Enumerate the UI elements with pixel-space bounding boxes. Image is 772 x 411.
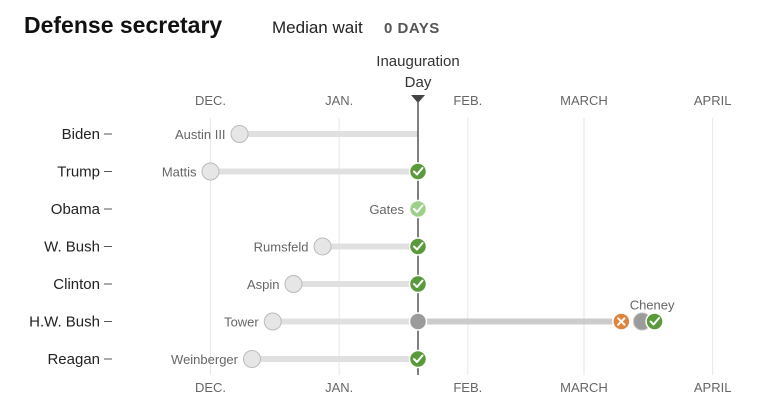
nominee-label: Gates — [369, 202, 404, 217]
president-label: Biden — [62, 126, 100, 143]
check-icon — [413, 204, 424, 213]
check-icon — [413, 167, 424, 176]
markers — [201, 125, 664, 369]
month-label: DEC. — [195, 93, 226, 108]
pending-dot — [408, 312, 428, 331]
announced-dot — [284, 275, 303, 293]
month-gridlines — [210, 118, 714, 375]
nominee-label: Tower — [224, 315, 259, 330]
announced-dot — [201, 162, 220, 181]
inauguration-label-line2: Day — [405, 74, 432, 91]
month-label: DEC. — [195, 380, 226, 395]
president-label: Obama — [51, 201, 101, 218]
month-label: APRIL — [694, 93, 732, 108]
confirmed-dot — [408, 349, 428, 369]
chart-title: Defense secretary — [24, 12, 222, 38]
holdover-dot — [408, 199, 428, 219]
month-label: JAN. — [325, 93, 353, 108]
inauguration-label-line1: Inauguration — [376, 53, 459, 70]
nominee-label: Cheney — [630, 298, 675, 313]
confirmed-dot — [408, 237, 428, 256]
president-label: W. Bush — [44, 239, 100, 256]
month-label: MARCH — [560, 380, 608, 395]
announced-dot — [243, 350, 261, 368]
rows: Biden Trump Obama W. Bush Clinton H.W. Bush Re… — [29, 126, 675, 368]
confirmed-dot — [408, 274, 428, 294]
president-label: H.W. Bush — [29, 314, 100, 331]
announced-dot — [263, 312, 282, 331]
president-label: Clinton — [53, 276, 100, 293]
check-icon — [413, 279, 424, 288]
x-icon — [617, 317, 626, 326]
median-wait-label: Median wait — [272, 18, 363, 37]
confirmed-dot — [645, 312, 664, 331]
president-label: Trump — [57, 164, 100, 181]
nominee-label: Aspin — [247, 277, 280, 292]
nominee-label: Austin III — [175, 127, 226, 142]
confirmed-dot — [408, 162, 428, 181]
announced-dot — [313, 237, 332, 256]
nominee-label: Rumsfeld — [254, 240, 309, 255]
nominee-label: Weinberger — [171, 352, 239, 367]
check-icon — [649, 317, 661, 326]
month-label: FEB. — [453, 93, 482, 108]
month-labels-top: DEC. JAN. FEB. MARCH APRIL — [195, 93, 731, 108]
president-label: Reagan — [47, 351, 100, 368]
check-icon — [413, 354, 424, 363]
month-label: FEB. — [453, 380, 482, 395]
check-icon — [413, 242, 424, 251]
inauguration-arrow-icon — [411, 95, 425, 103]
nominee-label: Mattis — [162, 165, 197, 180]
month-label: JAN. — [325, 380, 353, 395]
announced-dot — [230, 125, 249, 143]
month-label: APRIL — [694, 380, 732, 395]
month-label: MARCH — [560, 93, 608, 108]
month-labels-bottom: DEC. JAN. FEB. MARCH APRIL — [195, 380, 731, 395]
median-wait-value: 0 DAYS — [384, 20, 440, 37]
